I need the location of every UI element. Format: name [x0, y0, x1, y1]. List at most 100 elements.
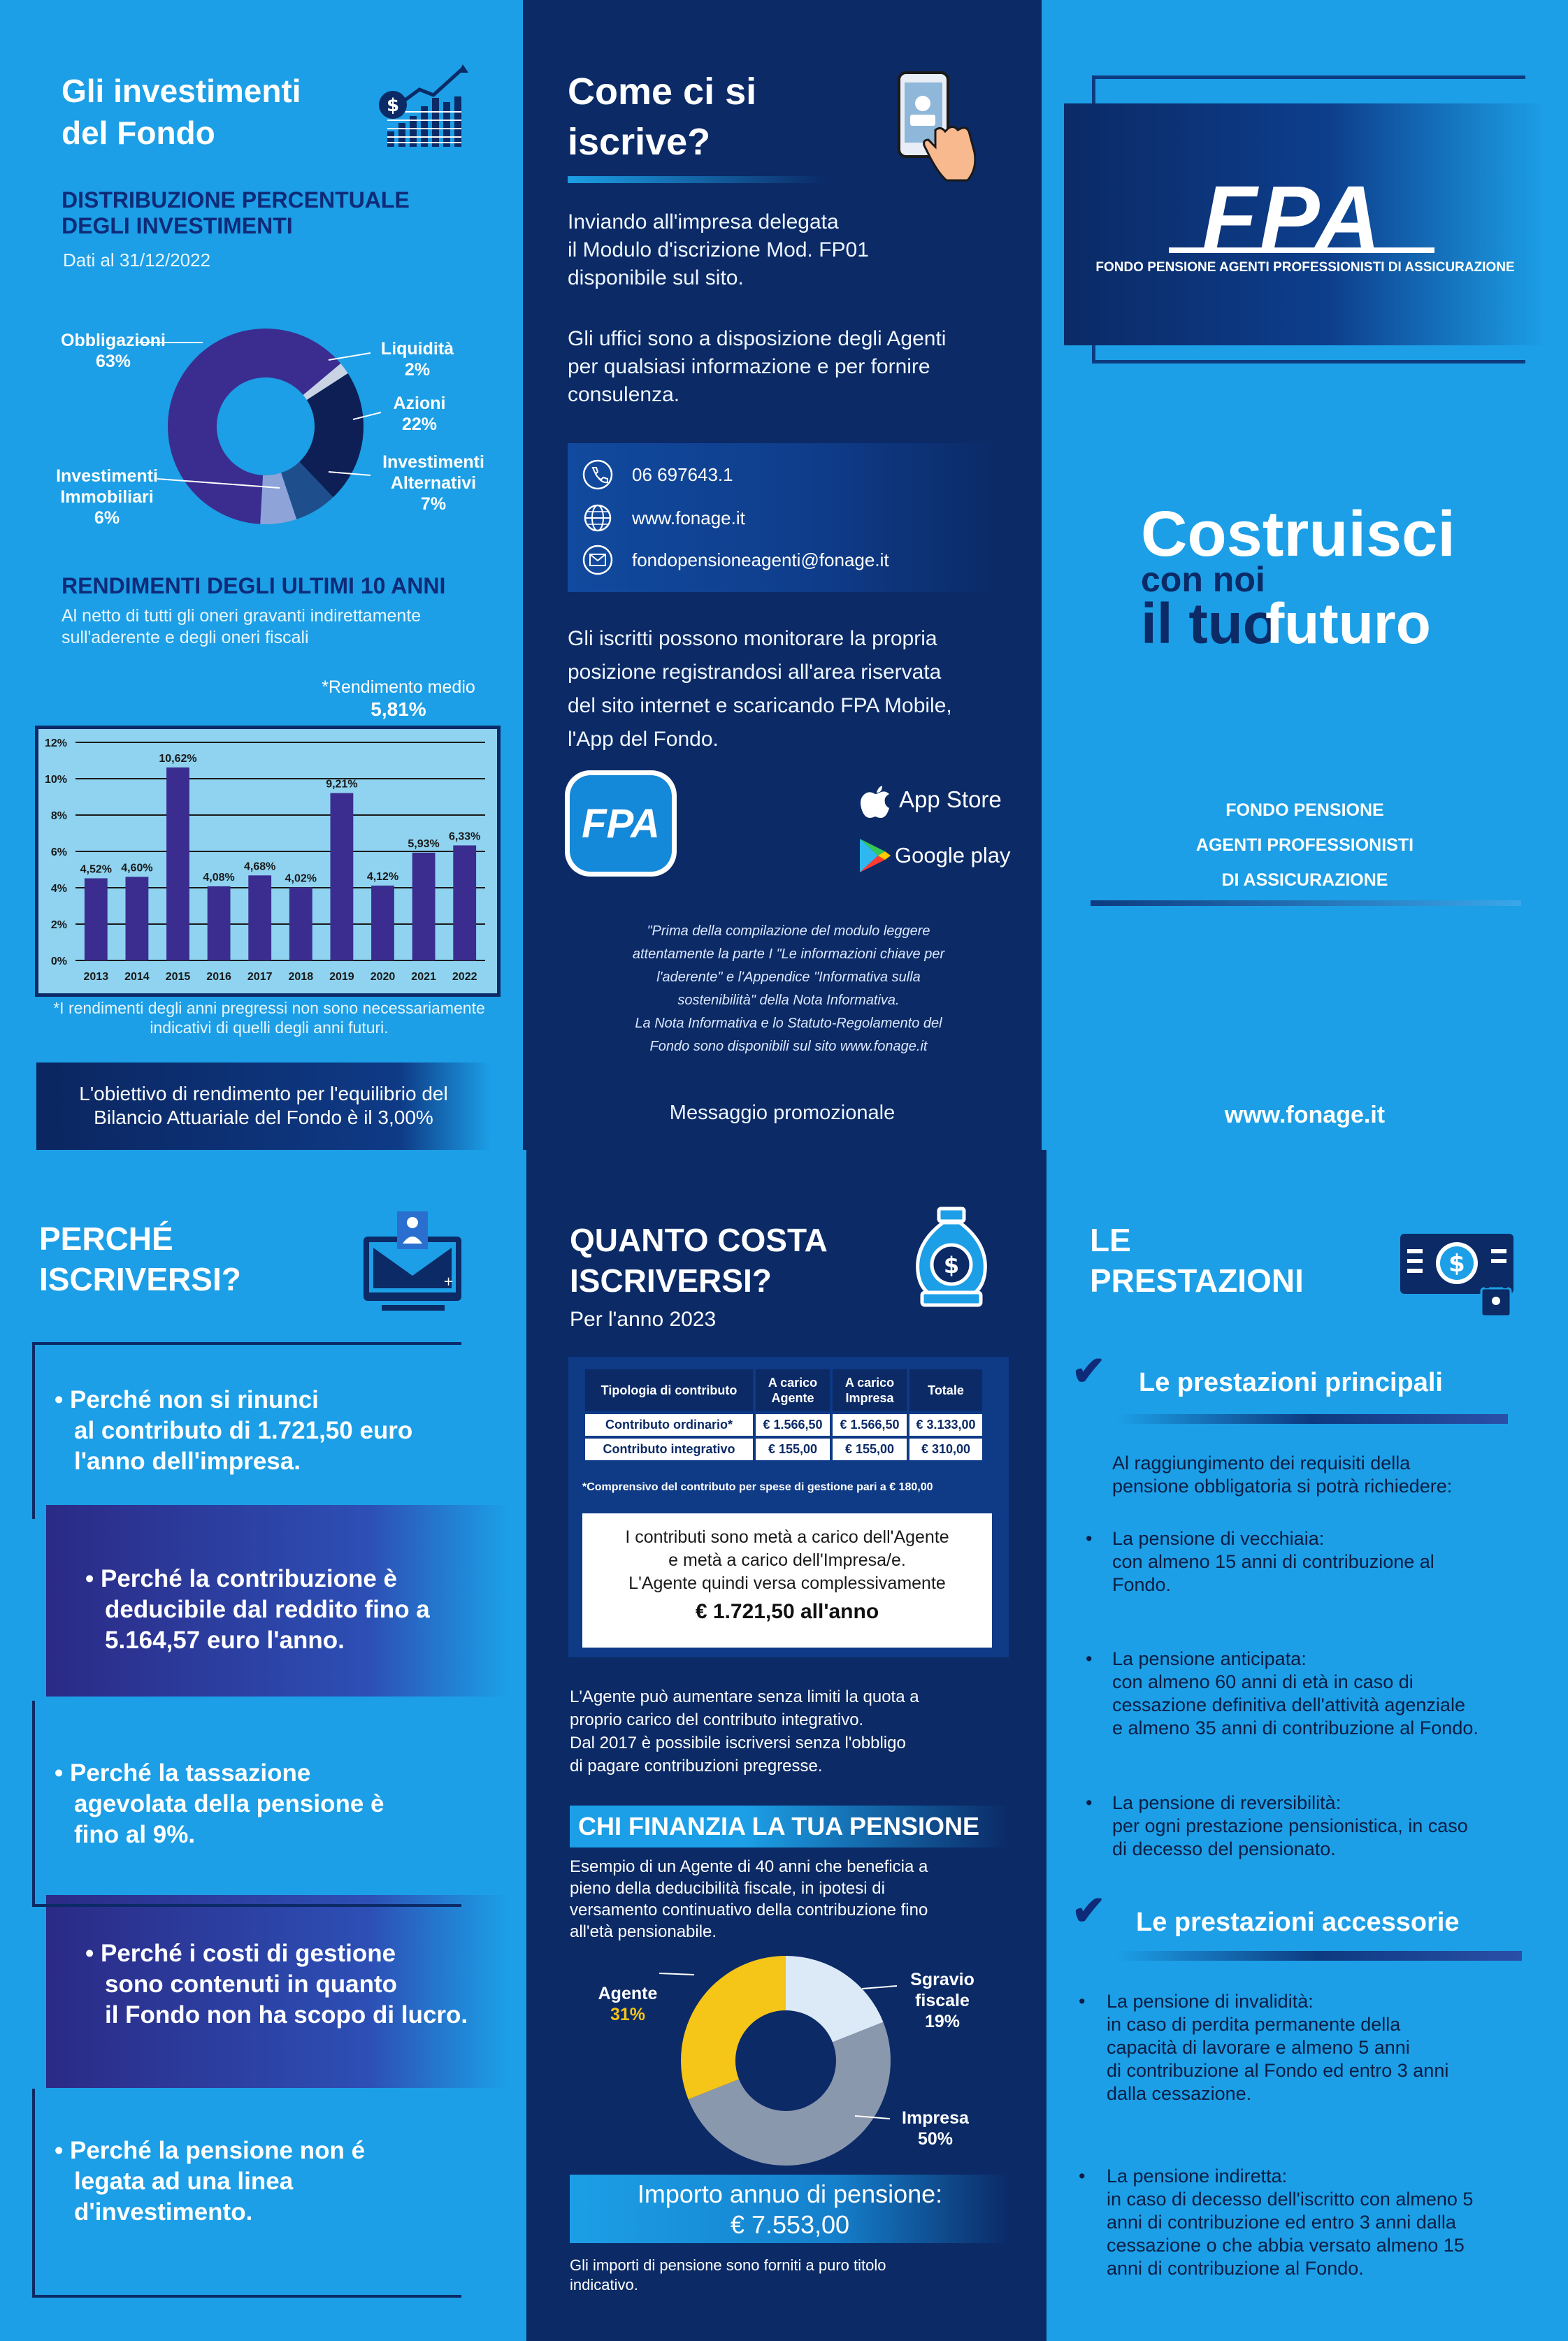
locked-cash-icon: $	[1400, 1234, 1513, 1318]
distribution-slice-1	[299, 373, 364, 498]
bar-value-label: 4,08%	[203, 872, 234, 884]
pension-footnote: Gli importi di pensione sono forniti a p…	[570, 2256, 886, 2293]
bar-value-label: 10,62%	[159, 753, 196, 765]
bar-2017	[248, 875, 272, 960]
table-header: A carico Impresa	[833, 1369, 907, 1411]
funding-leader-lines	[659, 1973, 898, 2119]
y-tick-label: 8%	[51, 810, 67, 822]
slogan-costruisci: Costruisci	[1141, 498, 1455, 570]
bar-value-label: 5,93%	[408, 838, 439, 850]
bar-value-label: 4,02%	[285, 872, 317, 884]
funding-donut-chart	[681, 1956, 891, 2166]
benefit-indiretta: La pensione indiretta: in caso di decess…	[1107, 2166, 1474, 2279]
funding-slice-0	[786, 1956, 884, 2043]
funding-label-impresa: Impresa 50%	[902, 2108, 969, 2149]
panel-cover: FPA FONDO PENSIONE AGENTI PROFESSIONISTI…	[1042, 0, 1568, 1150]
growth-chart-icon: $	[379, 64, 468, 147]
accessory-benefits-title: Le prestazioni accessorie	[1136, 1908, 1460, 1937]
bar-2022	[453, 845, 477, 960]
contact-phone[interactable]: 06 697643.1	[582, 459, 733, 491]
contact-website[interactable]: www.fonage.it	[582, 502, 745, 534]
pie-label-alternativi: Investimenti Alternativi 7%	[382, 452, 484, 514]
cost-paragraph: L'Agente può aumentare senza limiti la q…	[570, 1687, 919, 1775]
bullet-dot: •	[1086, 1528, 1093, 1549]
y-tick-label: 6%	[51, 847, 67, 858]
contact-email[interactable]: fondopensioneagenti@fonage.it	[582, 544, 889, 576]
x-tick-label: 2015	[166, 971, 191, 983]
reason-4: • Perché i costi di gestione sono conten…	[85, 1940, 468, 2029]
check-icon: ✔	[1072, 1348, 1106, 1394]
who-funds-title: CHI FINANZIA LA TUA PENSIONE	[570, 1806, 1010, 1847]
benefit-invalidita: La pensione di invalidità: in caso di pe…	[1107, 1991, 1449, 2104]
distribution-date: Dati al 31/12/2022	[63, 250, 211, 271]
bullet-dot: •	[1079, 1991, 1086, 2012]
table-header: Totale	[909, 1369, 982, 1411]
y-tick-label: 2%	[51, 919, 67, 931]
average-return: *Rendimento medio 5,81%	[322, 677, 475, 720]
cover-divider	[1091, 900, 1521, 906]
distribution-title: DISTRIBUZIONE PERCENTUALE DEGLI INVESTIM…	[62, 187, 410, 238]
bar-value-label: 4,52%	[80, 863, 112, 875]
contribution-message: I contributi sono metà a carico dell'Age…	[582, 1513, 992, 1648]
y-tick-label: 0%	[51, 956, 67, 967]
fund-name: FONDO PENSIONE AGENTI PROFESSIONISTI DI …	[1195, 800, 1414, 890]
reason-2: • Perché la contribuzione è deducibile d…	[85, 1565, 430, 1654]
main-benefits-underline	[1116, 1414, 1508, 1424]
returns-title: RENDIMENTI DEGLI ULTIMI 10 ANNI	[62, 573, 446, 598]
funding-label-sgravio: Sgravio fiscale 19%	[910, 1970, 974, 2031]
bar-value-label: 4,68%	[244, 860, 275, 872]
distribution-slice-0	[303, 363, 348, 401]
accessory-benefits-underline	[1116, 1951, 1522, 1961]
google-play-badge[interactable]: Google play	[857, 837, 1010, 874]
bullet-dot: •	[1079, 2166, 1086, 2187]
investments-title: Gli investimenti del Fondo	[62, 73, 301, 151]
x-tick-label: 2017	[247, 971, 273, 983]
funding-slice-2	[681, 1956, 786, 2100]
x-tick-label: 2014	[124, 971, 150, 983]
panel-cost: QUANTO COSTA ISCRIVERSI? $ Per l'anno 20…	[526, 1150, 1046, 2341]
bar-2013	[84, 878, 108, 960]
main-benefits-intro: Al raggiungimento dei requisiti della pe…	[1112, 1453, 1453, 1497]
reason-3: • Perché la tassazione agevolata della p…	[55, 1759, 384, 1848]
title-underline	[568, 176, 826, 183]
cost-title: QUANTO COSTA ISCRIVERSI?	[570, 1222, 828, 1299]
svg-text:$: $	[1448, 1250, 1465, 1278]
cover-website-link[interactable]: www.fonage.it	[1224, 1102, 1386, 1128]
enroll-offices: Gli uffici sono a disposizione degli Age…	[568, 327, 947, 406]
enroll-monitor: Gli iscritti possono monitorare la propr…	[568, 627, 952, 751]
fpa-logo-text: FPA	[1202, 168, 1383, 268]
table-row: Contributo integrativo € 155,00 € 155,00…	[585, 1439, 982, 1460]
slogan-il-tuo: il tuo	[1141, 592, 1278, 656]
x-tick-label: 2019	[329, 971, 354, 983]
panel-why-enroll: PERCHÉ ISCRIVERSI? + • Perché non si rin…	[0, 1150, 526, 2341]
bullet-dot: •	[1086, 1648, 1093, 1669]
phone-icon	[582, 459, 613, 490]
bullet-dot: •	[1086, 1792, 1093, 1813]
example-paragraph: Esempio di un Agente di 40 anni che bene…	[570, 1857, 928, 1941]
table-header: A carico Agente	[756, 1369, 830, 1411]
bar-2021	[412, 852, 436, 960]
y-tick-label: 4%	[51, 883, 67, 895]
mail-icon	[582, 545, 613, 575]
bar-2018	[289, 887, 312, 960]
bar-2019	[330, 793, 354, 960]
contact-box: 06 697643.1 www.fonage.it fondopensionea…	[568, 443, 1001, 592]
pie-label-azioni: Azioni 22%	[393, 394, 446, 434]
slogan-con-noi: con noi	[1141, 560, 1265, 599]
bar-value-label: 4,12%	[367, 871, 398, 883]
y-tick-label: 10%	[45, 774, 67, 786]
svg-text:+: +	[443, 1274, 454, 1289]
promo-label: Messaggio promozionale	[669, 1102, 896, 1124]
fpa-app-logo[interactable]: FPA	[565, 770, 677, 877]
reason-frames	[32, 1342, 508, 2298]
reason-5: • Perché la pensione non é legata ad una…	[55, 2137, 366, 2226]
distribution-slice-2	[281, 461, 333, 519]
benefit-reversibilita: La pensione di reversibilità: per ogni p…	[1112, 1792, 1468, 1859]
bar-value-label: 4,60%	[121, 862, 152, 874]
x-tick-label: 2020	[371, 971, 396, 983]
enroll-disclaimer: "Prima della compilazione del modulo leg…	[632, 923, 945, 1054]
bar-2015	[166, 767, 189, 960]
app-store-badge[interactable]: App Store	[857, 780, 1002, 819]
returns-bar-chart: 0% 2% 4% 6% 8% 10% 12% 4,52% 2013 4,60% 2014 10,62%…	[35, 726, 501, 997]
svg-text:$: $	[387, 95, 399, 116]
